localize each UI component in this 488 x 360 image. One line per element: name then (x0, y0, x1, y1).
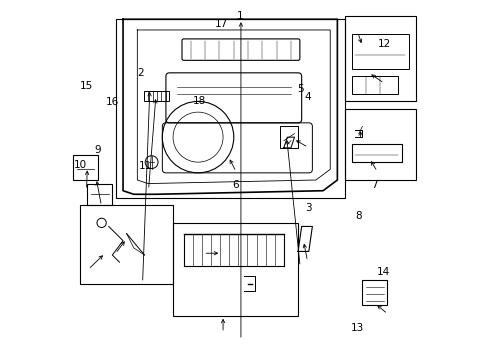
Bar (116, 19, 344, 198)
Text: 10: 10 (74, 160, 86, 170)
Text: 6: 6 (232, 180, 239, 190)
Text: 14: 14 (376, 267, 389, 277)
Text: 12: 12 (378, 39, 391, 49)
Bar (362, 280, 386, 305)
Bar (344, 16, 415, 102)
Text: 11: 11 (138, 161, 151, 171)
Bar (351, 76, 397, 94)
Bar (87, 184, 112, 205)
Bar (173, 223, 298, 316)
Bar (344, 109, 415, 180)
Text: 15: 15 (80, 81, 93, 91)
Bar (280, 126, 298, 148)
Text: 16: 16 (105, 97, 119, 107)
Text: 1: 1 (236, 11, 243, 21)
Bar (351, 144, 401, 162)
Text: 7: 7 (371, 180, 377, 190)
Bar (144, 91, 169, 102)
Text: 2: 2 (137, 68, 143, 78)
Text: 8: 8 (355, 211, 362, 221)
Text: 5: 5 (297, 84, 304, 94)
Bar (80, 205, 173, 284)
Bar (351, 33, 408, 69)
Text: 9: 9 (95, 145, 101, 155)
Bar (73, 155, 98, 180)
Text: 17: 17 (214, 18, 227, 28)
Text: 4: 4 (304, 92, 311, 102)
Text: 18: 18 (193, 96, 206, 106)
Text: 13: 13 (350, 323, 363, 333)
Text: 3: 3 (305, 203, 311, 213)
